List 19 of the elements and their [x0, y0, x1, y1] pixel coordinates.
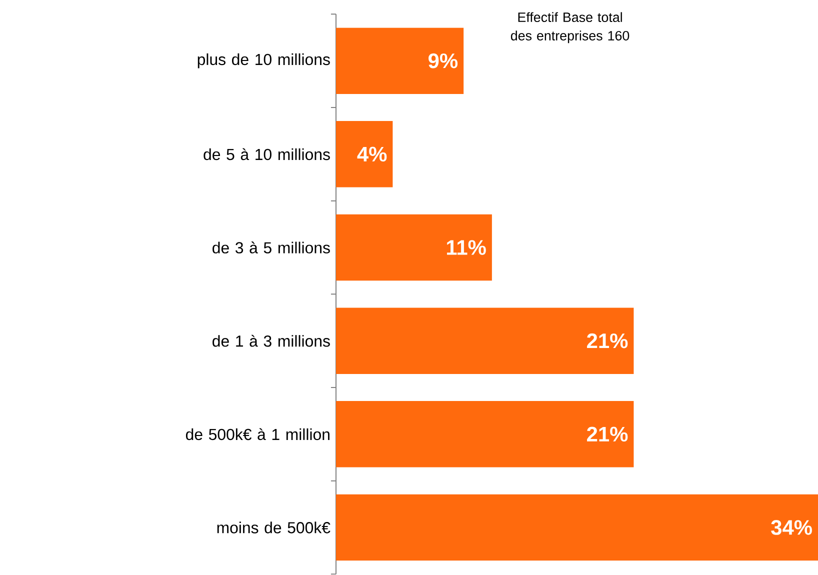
bar	[336, 401, 634, 468]
data-label: 11%	[447, 240, 486, 256]
data-label: 21%	[587, 426, 628, 442]
data-label: 4%	[357, 146, 387, 162]
y-tick-label: de 5 à 10 millions	[204, 148, 330, 160]
y-tick-label: plus de 10 millions	[198, 54, 330, 68]
y-tick-label: de 3 à 5 millions	[212, 242, 330, 254]
bar	[336, 214, 492, 281]
data-label: 21%	[587, 334, 628, 348]
data-label: 9%	[428, 54, 458, 68]
bar	[336, 28, 464, 94]
annotation: Effectif Base total des entreprises 160	[510, 12, 630, 44]
bar	[336, 308, 634, 374]
y-tick-label: de 500k€ à 1 million	[186, 428, 330, 440]
data-label: 34%	[771, 520, 812, 536]
bar	[336, 121, 393, 188]
y-tick-label: de 1 à 3 millions	[212, 335, 330, 347]
bar	[336, 494, 818, 561]
y-tick-label: moins de 500k€	[217, 522, 330, 534]
